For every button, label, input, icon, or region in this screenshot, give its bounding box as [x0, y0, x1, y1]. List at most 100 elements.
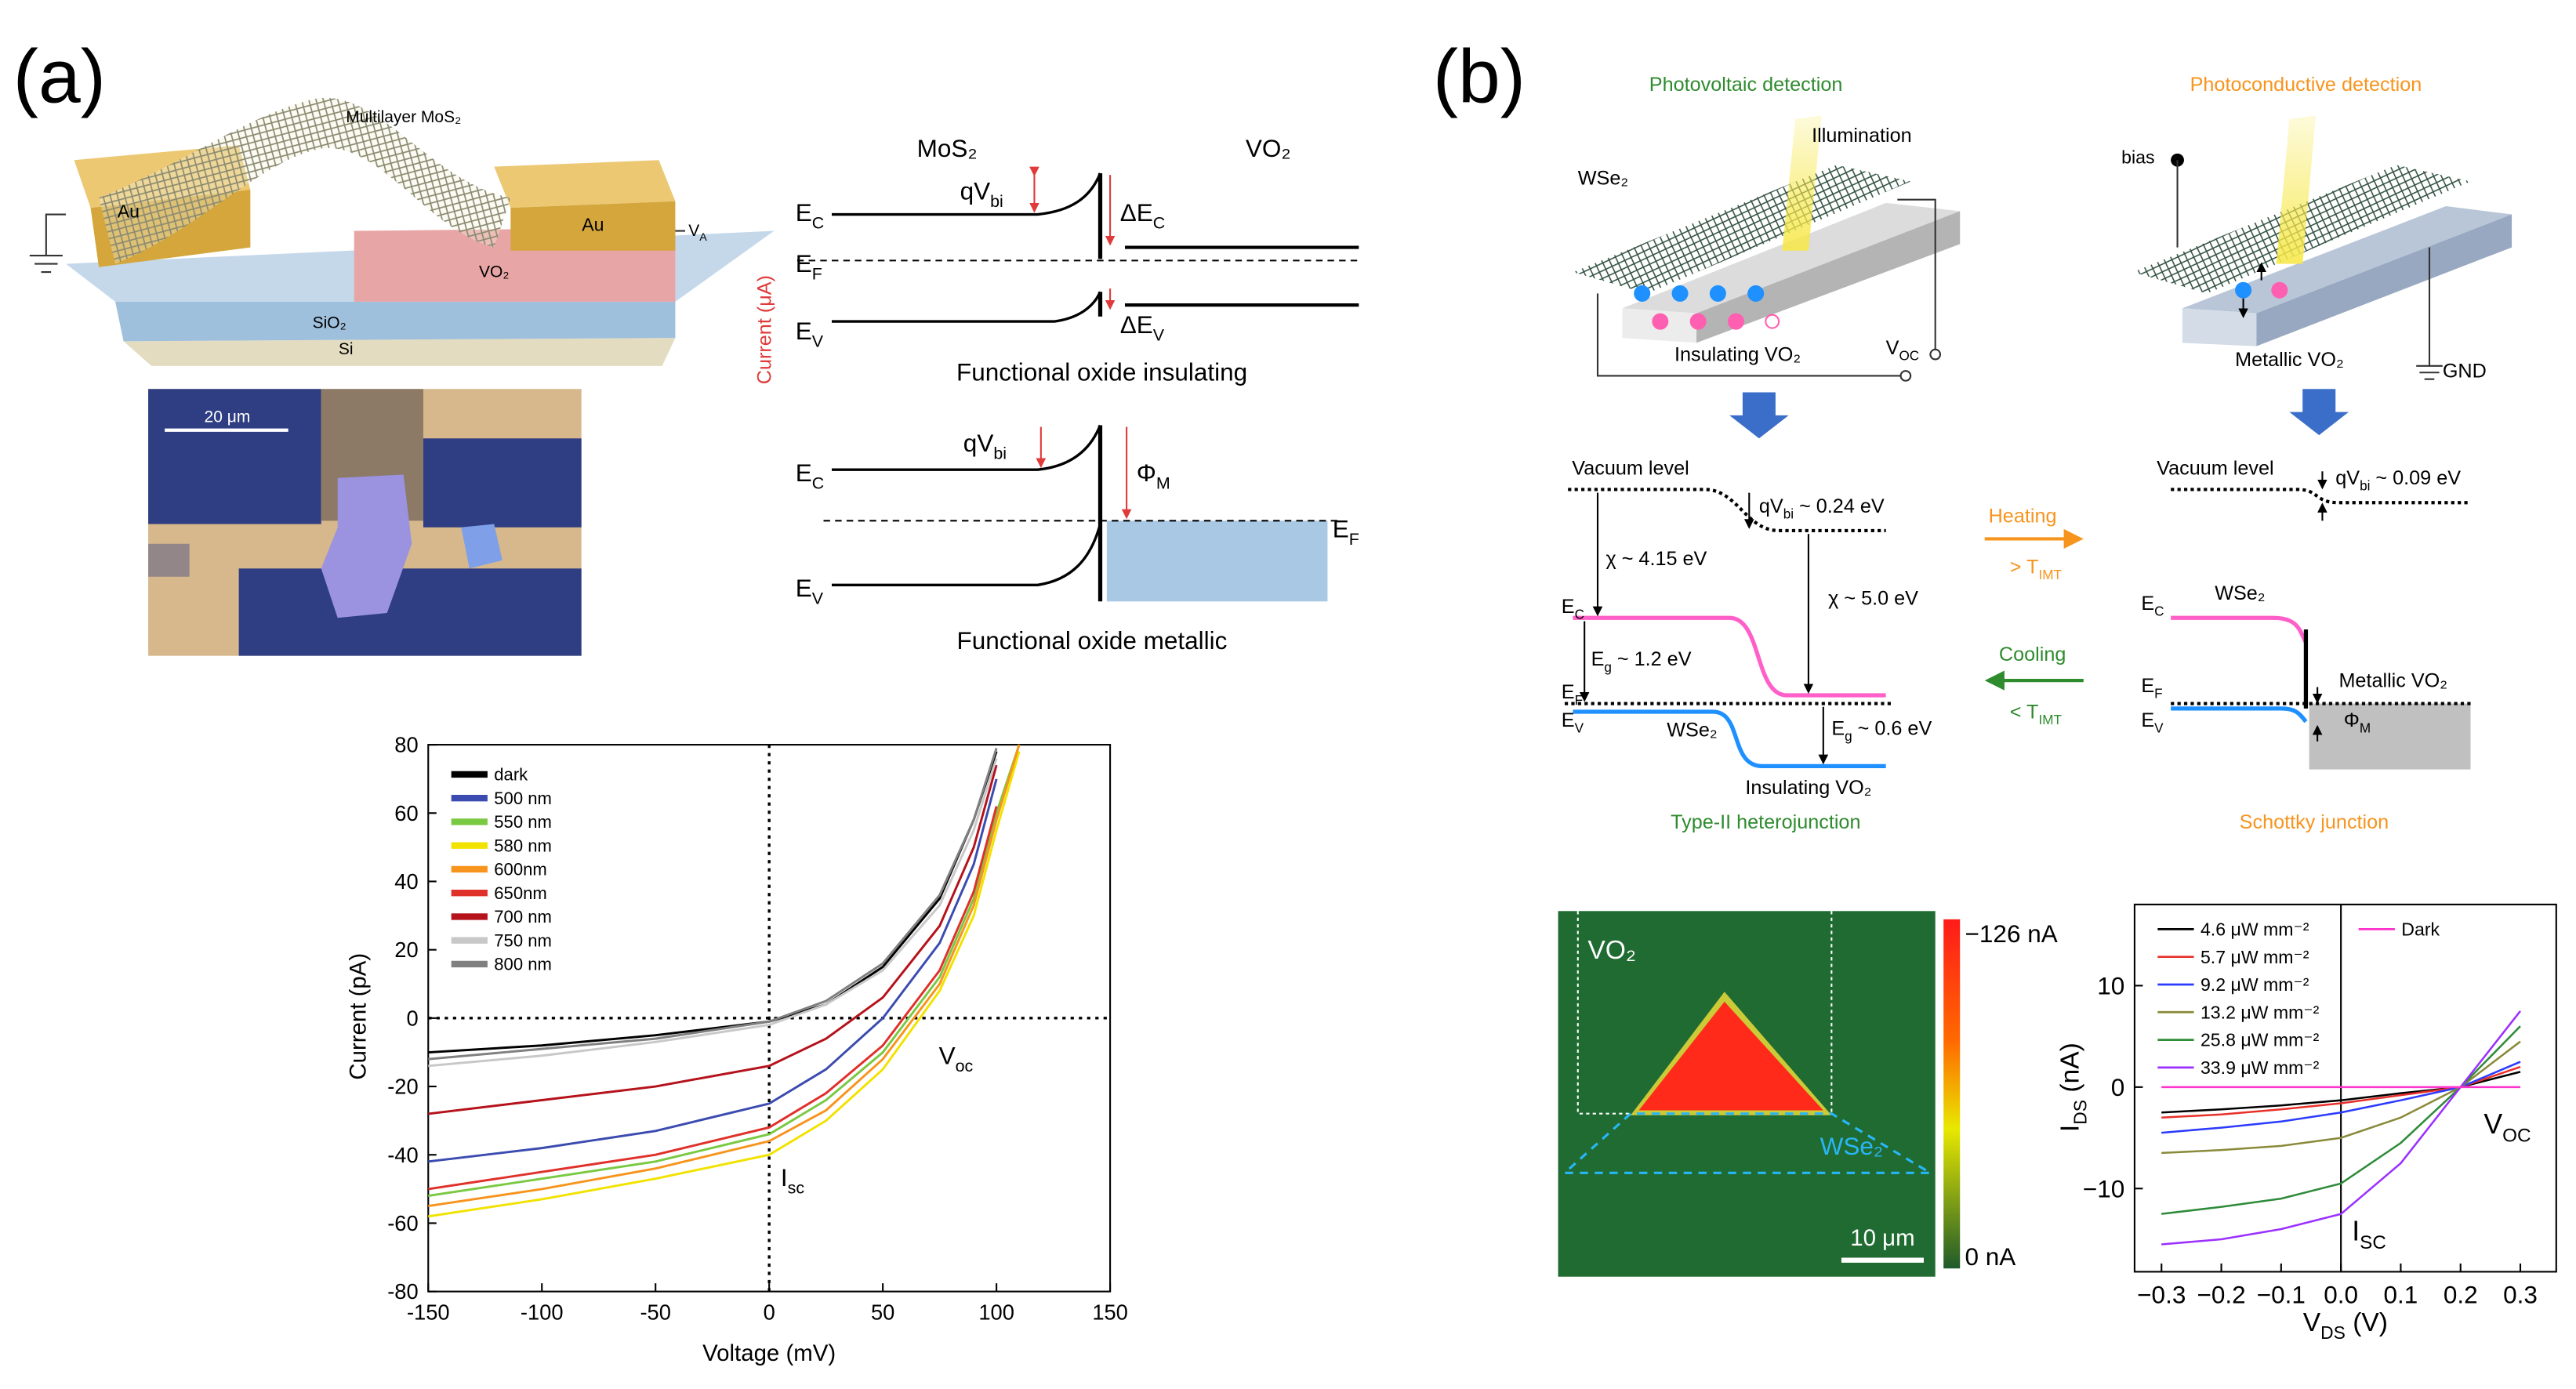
device-sketch-part [99, 97, 511, 264]
diagram-label: Functional oxide insulating [956, 358, 1247, 386]
band-diagram-b-part [2309, 703, 2471, 770]
device-sketch-part [115, 301, 676, 342]
diagram-label-rest: ~ 1.2 eV [1612, 648, 1692, 670]
diagram-label-main: V [688, 222, 699, 240]
diagram-label: Insulating VO₂ [1745, 777, 1871, 799]
x-tick-label: −0.3 [2137, 1280, 2186, 1308]
legend-label: 650nm [494, 883, 546, 903]
diagram-label-main: E [1831, 717, 1845, 739]
y-axis-label-main: I [2055, 1125, 2084, 1132]
diagram-label-main: qV [963, 429, 994, 457]
device-sketch-part [510, 201, 676, 251]
band-diagram-b [1564, 471, 2471, 770]
diagram-label-sub: g [1845, 728, 1852, 744]
diagram-label: Vacuum level [2157, 458, 2273, 480]
diagram-label-rest: ~ 0.6 eV [1852, 717, 1932, 739]
x-tick-label: 0.3 [2503, 1280, 2538, 1308]
device-sketch-b-part-part [1634, 285, 1651, 302]
annotation-sub: oc [956, 1057, 974, 1075]
panel-label: (a) [13, 35, 106, 119]
device-sketch-b-part-part [1765, 314, 1780, 329]
series-line [428, 748, 998, 1061]
diagram-label: Eg ~ 1.2 eV [1591, 648, 1692, 675]
device-sketch-part [123, 338, 676, 366]
diagram-label-rest: ~ 0.09 eV [2370, 467, 2461, 489]
diagram-label: qVbi ~ 0.09 eV [2335, 467, 2461, 494]
device-sketch-b-part-part [1671, 285, 1689, 302]
plot-frame [2133, 903, 2557, 1273]
y-tick-label: 20 [394, 937, 418, 962]
photocurrent-map-part [1576, 911, 1833, 1115]
device-sketch-b-part [1929, 348, 1942, 361]
diagram-label-sub: F [1575, 692, 1583, 708]
diagram-label-rest: ~ 0.24 eV [1794, 495, 1885, 517]
diagram-label: EV [2141, 709, 2164, 736]
diagram-label: Eg ~ 0.6 eV [1831, 717, 1932, 744]
device-sketch-part [494, 160, 676, 209]
diagram-label: SiO₂ [313, 314, 346, 332]
diagram-label-sub: g [1604, 659, 1612, 675]
device-sketch-b-part-part [1727, 313, 1744, 330]
diagram-label-sub: M [1156, 473, 1170, 492]
annotation-sub: SC [2360, 1232, 2386, 1253]
diagram-label: VOC [1886, 337, 1920, 364]
y-tick-label: -40 [387, 1143, 418, 1167]
diagram-label: Type-II heterojunction [1671, 811, 1860, 833]
diagram-label: EC [796, 459, 825, 492]
diagram-label-main: E [1333, 514, 1349, 542]
diagram-label-sub: F [1349, 530, 1359, 549]
diagram-label-main: E [796, 459, 812, 487]
micrograph-part [461, 524, 503, 569]
y-axis-label: Current (pA) [345, 953, 371, 1080]
legend-label: 500 nm [494, 789, 552, 808]
diagram-label-main: ΔE [1120, 310, 1153, 339]
diagram-label-main: E [796, 249, 812, 277]
diagram-label-sub: C [812, 473, 824, 492]
diagram-label: Photovoltaic detection [1649, 74, 1843, 96]
series-line [428, 744, 1021, 1198]
diagram-label-main: qV [2335, 467, 2360, 489]
panel-label: (b) [1433, 35, 1526, 119]
annotation-main: I [781, 1163, 788, 1191]
line-chart: −0.3 −0.2 −0.1 0.0 0.1 0.2 0.3 −10 0 10 4.6 μW mm⁻… [2083, 903, 2557, 1308]
diagram-label: < TIMT [2010, 701, 2063, 727]
band-diagram-b-part [2171, 488, 2471, 505]
diagram-label: ΦM [2344, 709, 2371, 736]
diagram-label: EV [796, 317, 824, 350]
band-diagram-a-part [832, 524, 1102, 586]
diagram-label: VA [688, 222, 707, 244]
x-axis-label-sub: DS [2320, 1322, 2346, 1343]
diagram-label-sub: bi [1783, 506, 1794, 521]
diagram-label: χ ~ 5.0 eV [1828, 587, 1918, 609]
diagram-label: EC [2141, 593, 2164, 619]
y-tick-label: 0 [406, 1006, 418, 1030]
diagram-label-main: E [796, 198, 812, 227]
diagram-label: EF [1333, 514, 1359, 548]
diagram-label-main: qV [960, 177, 991, 205]
device-sketch-b-part [2182, 206, 2513, 314]
diagram-label-main: E [2141, 675, 2154, 697]
diagram-label-sub: V [812, 332, 824, 351]
band-diagram-b-part [2171, 706, 2308, 724]
diagram-label: Au [118, 201, 140, 222]
y-tick-label: 0 [2111, 1073, 2125, 1101]
diagram-label: bias [2121, 147, 2154, 167]
y-axis-label-sub: DS [2070, 1100, 2091, 1125]
micrograph-part [148, 389, 321, 524]
device-sketch-b-part [2235, 281, 2252, 299]
diagram-label-sub: C [1575, 607, 1584, 622]
annotation-main: V [939, 1042, 956, 1070]
diagram-label-sub: C [1153, 213, 1165, 232]
legend-label: 25.8 μW mm⁻² [2200, 1030, 2320, 1050]
diagram-label: 0 nA [1965, 1242, 2016, 1271]
diagram-label: Functional oxide metallic [957, 626, 1228, 655]
legend-label: 9.2 μW mm⁻² [2200, 974, 2309, 995]
photocurrent-map [1558, 911, 1961, 1277]
device-sketch [29, 97, 775, 366]
legend-label: 4.6 μW mm⁻² [2200, 919, 2309, 939]
diagram-label-main: V [1886, 337, 1899, 359]
diagram-label-sub: bi [990, 192, 1003, 211]
diagram-label-sub: C [812, 213, 824, 232]
device-sketch-b-part [2289, 389, 2349, 436]
diagram-label-sub: F [812, 265, 822, 284]
